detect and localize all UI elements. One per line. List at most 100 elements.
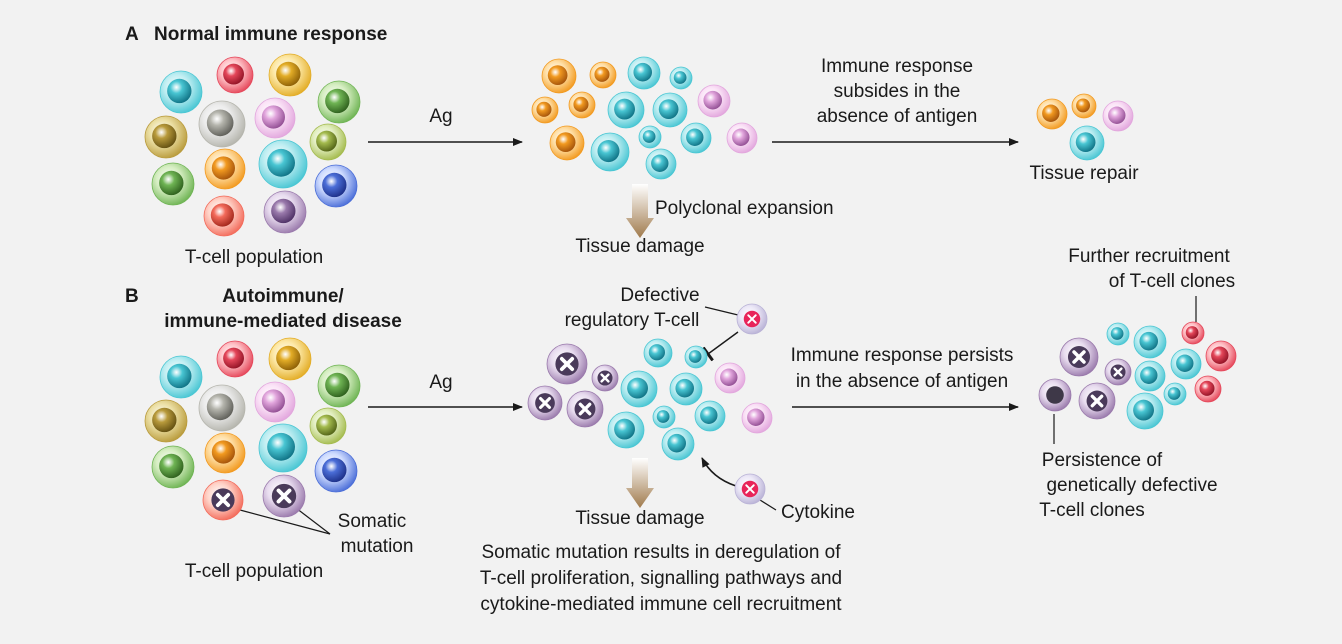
recruited-tcell xyxy=(1194,375,1222,403)
panel-b-result-line-2: T-cell proliferation, signalling pathway… xyxy=(480,568,842,589)
panel-b-further-line-1: Further recruitment xyxy=(1068,246,1230,267)
panel-b-somatic-line-1: Somatic xyxy=(338,511,407,532)
tcell-b xyxy=(216,340,254,378)
tcell-b xyxy=(268,337,312,381)
recruited-tcell xyxy=(1205,340,1237,372)
recruited-tcell xyxy=(1134,360,1166,392)
cell-layer xyxy=(144,53,1237,521)
panel-b-title-line-1: Autoimmune/ xyxy=(222,286,344,307)
repair-tcell xyxy=(1071,93,1097,119)
tcell-b xyxy=(144,399,188,443)
panel-b-cytokine-label: Cytokine xyxy=(781,502,855,523)
repair-tcell xyxy=(1102,100,1134,132)
tcell-a xyxy=(317,80,361,124)
mutated-clone xyxy=(527,385,563,421)
somatic-leader-2 xyxy=(295,507,331,535)
recruited-tcell xyxy=(1181,321,1205,345)
expanded-tcell xyxy=(680,122,712,154)
expanded-tcell xyxy=(714,362,746,394)
panel-a-letter: A xyxy=(125,24,139,45)
defective-regulatory-tcell xyxy=(736,303,768,335)
persistent-clone xyxy=(1104,358,1132,386)
panel-b-defective-line-2: regulatory T-cell xyxy=(565,310,700,331)
tcell-b xyxy=(254,381,296,423)
persistent-clone xyxy=(1059,337,1099,377)
defective-label-leader xyxy=(704,306,739,316)
tcell-a xyxy=(258,139,308,189)
persistent-clone xyxy=(1078,382,1116,420)
expanded-tcell xyxy=(549,125,585,161)
recruited-tcell xyxy=(1106,322,1130,346)
panel-b-persistence-line-1: Persistence of xyxy=(1042,450,1163,471)
tcell-a xyxy=(263,190,307,234)
expanded-tcell xyxy=(643,338,673,368)
panel-a-title: Normal immune response xyxy=(154,24,387,45)
expanded-tcell xyxy=(568,91,596,119)
mutated-clone xyxy=(546,343,588,385)
expanded-tcell xyxy=(607,91,645,129)
expanded-tcell xyxy=(661,427,695,461)
recruited-tcell xyxy=(1126,392,1164,430)
mutated-tcell xyxy=(262,474,306,518)
expanded-tcell xyxy=(697,84,731,118)
expanded-tcell xyxy=(652,92,688,128)
somatic-leader-1 xyxy=(239,509,331,535)
expanded-tcell xyxy=(531,96,559,124)
expanded-tcell xyxy=(645,148,677,180)
panel-a-damage-arrow xyxy=(626,184,654,238)
expanded-tcell xyxy=(638,125,662,149)
cytokine-arrow xyxy=(701,457,737,487)
panel-b-damage-arrow xyxy=(626,458,654,508)
expanded-tcell xyxy=(669,66,693,90)
expanded-tcell xyxy=(590,132,630,172)
repair-tcell xyxy=(1069,125,1105,161)
panel-a-subside-line-3: absence of antigen xyxy=(817,106,978,127)
expanded-tcell xyxy=(620,370,658,408)
panel-b-persistence-line-2: genetically defective xyxy=(1046,475,1217,496)
mutated-clone xyxy=(566,390,604,428)
panel-b-letter: B xyxy=(125,286,139,307)
panel-b-persist-line-2: in the absence of antigen xyxy=(796,371,1008,392)
tcell-b xyxy=(159,355,203,399)
tcell-a xyxy=(159,70,203,114)
panel-a-expansion-label: Polyclonal expansion xyxy=(655,198,834,219)
panel-a-ag-label: Ag xyxy=(429,106,452,127)
expanded-tcell xyxy=(627,56,661,90)
panel-a-repair-label: Tissue repair xyxy=(1029,163,1139,184)
panel-b-defective-line-1: Defective xyxy=(620,285,699,306)
tcell-b xyxy=(317,364,361,408)
expanded-tcell xyxy=(741,402,773,434)
tcell-a xyxy=(198,100,246,148)
panel-a-damage-label: Tissue damage xyxy=(575,236,704,257)
expanded-tcell xyxy=(541,58,577,94)
panel-b-title-line-2: immune-mediated disease xyxy=(164,311,402,332)
tcell-a xyxy=(268,53,312,97)
panel-b-result-line-1: Somatic mutation results in deregulation… xyxy=(481,542,841,563)
tcell-a xyxy=(309,123,347,161)
tcell-b xyxy=(204,432,246,474)
cytokine-label-leader xyxy=(759,499,777,511)
panel-a-population-label: T-cell population xyxy=(185,247,323,268)
tcell-b xyxy=(198,384,246,432)
tcell-a xyxy=(314,164,358,208)
recruited-tcell xyxy=(1133,325,1167,359)
panel-b-ag-label: Ag xyxy=(429,372,452,393)
recruited-tcell xyxy=(1170,348,1202,380)
tcell-a xyxy=(151,162,195,206)
tcell-a xyxy=(204,148,246,190)
expanded-tcell xyxy=(684,345,708,369)
panel-b-persist-line-1: Immune response persists xyxy=(791,345,1014,366)
recruited-tcell xyxy=(1163,382,1187,406)
cytokine xyxy=(734,473,766,505)
mutated-tcell xyxy=(202,479,244,521)
defective-clone xyxy=(1038,378,1072,412)
tcell-b xyxy=(309,407,347,445)
repair-tcell xyxy=(1036,98,1068,130)
panel-b-population-label: T-cell population xyxy=(185,561,323,582)
expanded-tcell xyxy=(726,122,758,154)
expanded-tcell xyxy=(669,372,703,406)
panel-a-subside-line-1: Immune response xyxy=(821,56,973,77)
expanded-tcell xyxy=(652,405,676,429)
mutated-clone xyxy=(591,364,619,392)
expanded-tcell xyxy=(589,61,617,89)
